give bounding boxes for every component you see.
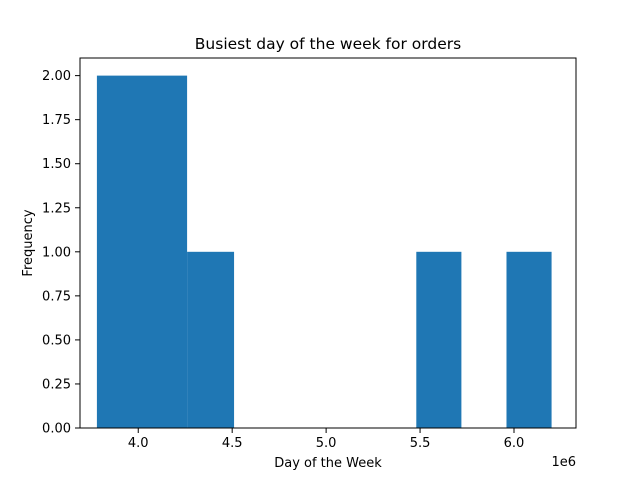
y-tick-label-4: 1.00 — [42, 245, 71, 260]
y-tick-label-2: 0.50 — [42, 333, 71, 348]
x-tick-label-3: 5.5 — [410, 436, 431, 451]
plot-frame — [79, 57, 577, 429]
x-axis-offset-label: 1e6 — [551, 455, 576, 470]
y-tick-label-0: 0.00 — [42, 422, 71, 437]
y-tick-label-6: 1.50 — [42, 157, 71, 172]
x-tick-label-0: 4.0 — [128, 436, 149, 451]
histogram-bar-9 — [506, 251, 552, 428]
axes-layer — [79, 57, 577, 429]
histogram-bar-0 — [96, 75, 142, 428]
y-axis-label: Frequency — [21, 209, 36, 276]
chart-title: Busiest day of the week for orders — [195, 35, 461, 53]
x-axis-label: Day of the Week — [274, 456, 382, 471]
y-tick-label-3: 0.75 — [42, 289, 71, 304]
x-tick-label-4: 6.0 — [504, 436, 525, 451]
y-tick-label-1: 0.25 — [42, 377, 71, 392]
histogram-bar-1 — [142, 75, 188, 428]
x-axis-ticks: 4.0 4.5 5.0 5.5 6.0 — [128, 428, 524, 451]
histogram-bar-2 — [187, 251, 235, 428]
x-tick-label-1: 4.5 — [222, 436, 243, 451]
bars-layer — [96, 75, 552, 428]
histogram-bar-7 — [416, 251, 462, 428]
y-tick-label-7: 1.75 — [42, 113, 71, 128]
x-tick-label-2: 5.0 — [316, 436, 337, 451]
y-axis-ticks: 0.00 0.25 0.50 0.75 1.00 1.25 1.50 1.75 2.00 — [42, 69, 80, 437]
y-tick-label-5: 1.25 — [42, 201, 71, 216]
y-tick-label-8: 2.00 — [42, 69, 71, 84]
